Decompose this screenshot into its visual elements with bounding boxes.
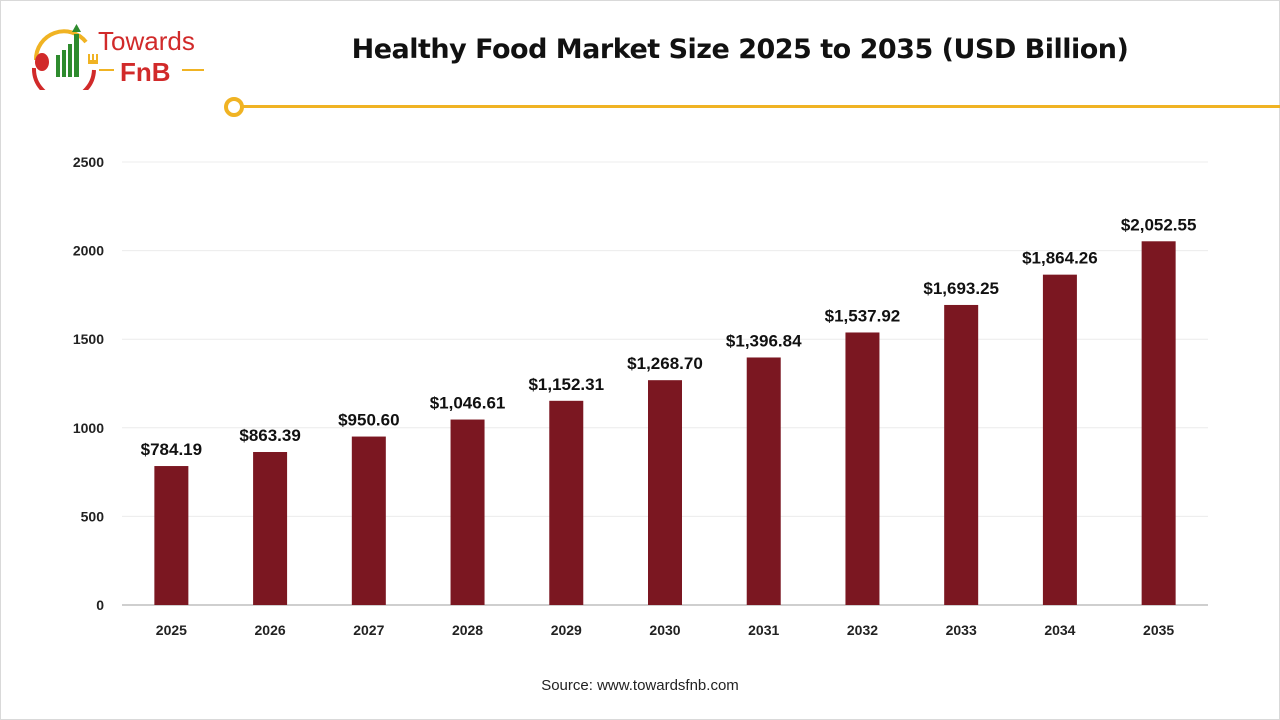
x-tick-label: 2027 — [353, 622, 384, 638]
x-tick-label: 2033 — [946, 622, 977, 638]
bar-2031 — [746, 357, 781, 605]
x-tick-label: 2029 — [551, 622, 582, 638]
x-tick-label: 2028 — [452, 622, 483, 638]
bar-2032 — [845, 332, 880, 605]
bar-2034 — [1042, 274, 1077, 605]
y-tick-label: 1000 — [73, 420, 104, 436]
x-tick-label: 2032 — [847, 622, 878, 638]
y-tick-label: 500 — [81, 508, 105, 524]
svg-text:Towards: Towards — [98, 26, 195, 56]
x-tick-label: 2025 — [156, 622, 187, 638]
x-tick-label: 2034 — [1044, 622, 1075, 638]
data-label: $1,396.84 — [726, 331, 802, 350]
data-label: $950.60 — [338, 411, 399, 430]
source-note: Source: www.towardsfnb.com — [541, 677, 739, 694]
x-tick-label: 2030 — [649, 622, 680, 638]
data-label: $1,152.31 — [528, 375, 604, 394]
data-label: $1,537.92 — [825, 306, 901, 325]
x-tick-label: 2026 — [255, 622, 286, 638]
x-tick-label: 2031 — [748, 622, 779, 638]
towards-fnb-logo: Towards FnB — [26, 20, 216, 101]
data-label: $1,268.70 — [627, 354, 703, 373]
bar-2029 — [549, 400, 584, 605]
bar-2027 — [351, 436, 386, 605]
data-label: $1,693.25 — [923, 279, 999, 298]
bar-2026 — [253, 452, 288, 605]
bar-2025 — [154, 466, 189, 605]
bar-2028 — [450, 419, 485, 605]
x-tick-label: 2035 — [1143, 622, 1174, 638]
chart-title: Healthy Food Market Size 2025 to 2035 (U… — [351, 34, 1129, 65]
bar-2035 — [1141, 241, 1176, 605]
title-rule — [242, 105, 1280, 108]
data-label: $1,864.26 — [1022, 249, 1098, 268]
y-tick-label: 1500 — [73, 331, 104, 347]
data-label: $2,052.55 — [1121, 215, 1197, 234]
data-label: $863.39 — [239, 426, 300, 445]
y-tick-label: 0 — [96, 597, 104, 613]
bar-2030 — [648, 380, 682, 605]
bar-2033 — [944, 304, 979, 605]
data-label: $784.19 — [141, 440, 202, 459]
svg-text:FnB: FnB — [120, 57, 171, 87]
y-tick-label: 2000 — [73, 243, 104, 259]
data-label: $1,046.61 — [430, 394, 506, 413]
y-tick-label: 2500 — [73, 154, 104, 170]
